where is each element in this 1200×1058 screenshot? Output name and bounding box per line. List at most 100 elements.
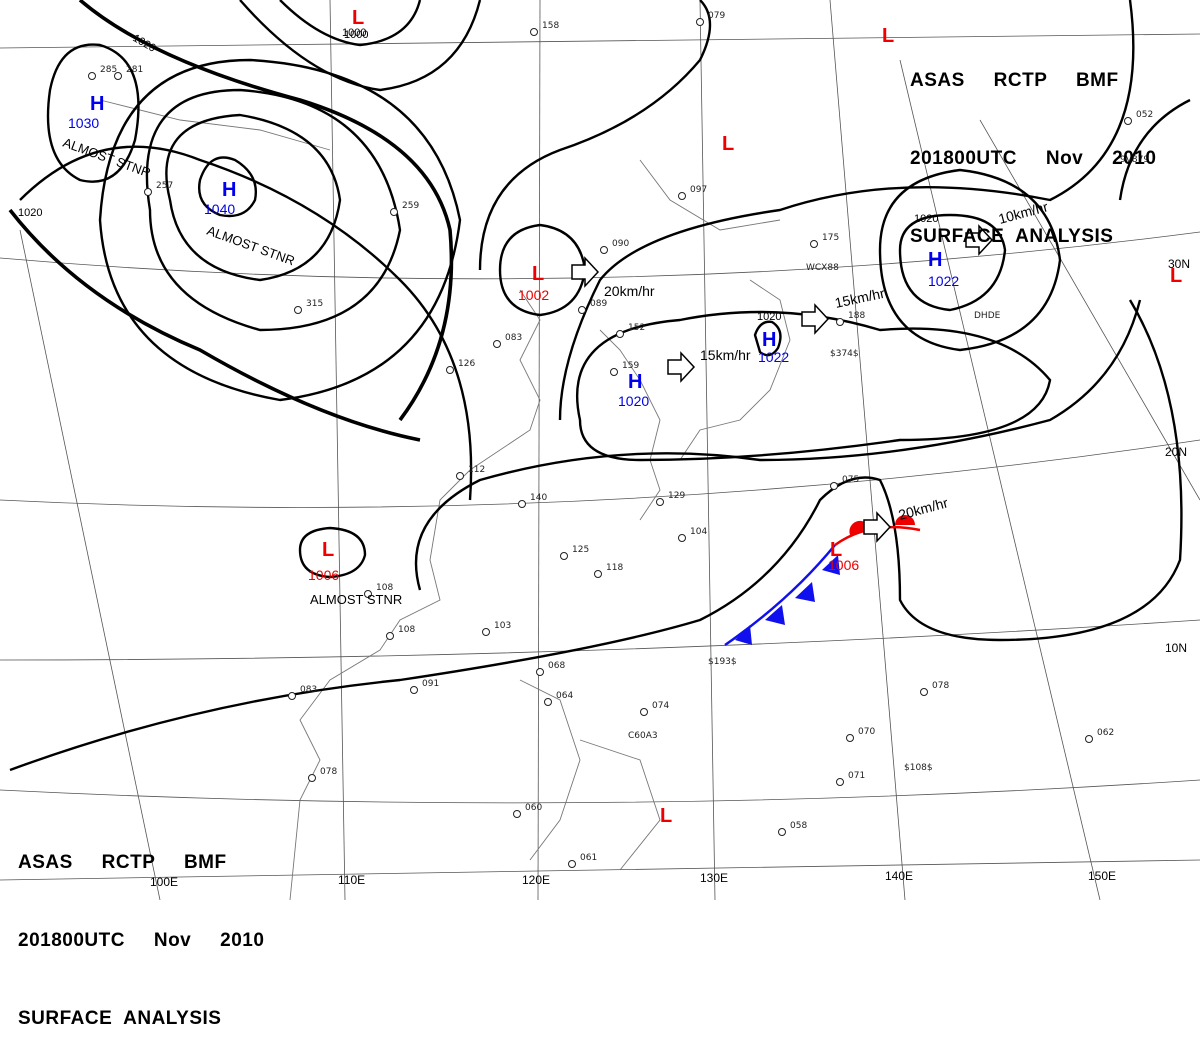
station-code: $108$ [904,763,933,773]
pressure-center-l7: L [660,805,672,827]
station-pressure: 152 [628,323,645,333]
station-marker [846,734,854,742]
station-pressure: 070 [858,727,875,737]
station-marker [308,774,316,782]
movement-speed: 15km/hr [700,347,751,363]
station-marker [1085,735,1093,743]
station-marker [544,698,552,706]
pressure-value: 1022 [928,273,959,289]
low-symbol: L [830,539,842,561]
station-pressure: 129 [668,491,685,501]
high-symbol: H [628,371,642,393]
station-marker [616,330,624,338]
pressure-center-l1: L 1000 [344,7,368,41]
station-pressure: 083 [505,333,522,343]
station-pressure: 159 [622,361,639,371]
pressure-center-l8: L [1170,265,1182,287]
movement-note: ALMOST STNR [205,223,297,269]
station-marker [568,860,576,868]
lon-label-120e: 120E [522,873,550,887]
lon-label-110e: 110E [338,873,365,887]
movement-arrows [571,224,994,543]
station-pressure: 078 [932,681,949,691]
pressure-center-l5: L 1006 [828,539,859,573]
station-pressure: 158 [542,21,559,31]
station-pressure: 060 [525,803,542,813]
low-symbol: L [322,539,334,561]
station-marker [390,208,398,216]
station-pressure: 285 [100,65,117,75]
header-bottom-line1: ASAS RCTP BMF [18,852,227,873]
isobars [8,0,1191,772]
station-marker [610,368,618,376]
station-pressure: 064 [556,691,573,701]
station-marker [678,192,686,200]
station-code: $374$ [830,349,859,359]
high-symbol: H [222,179,236,201]
header-top-line1: ASAS RCTP BMF [910,70,1119,91]
pressure-value: 1000 [344,29,368,41]
station-pressure: 108 [398,625,415,635]
lat-label-10n: 10N [1165,641,1187,655]
pressure-value: 1002 [518,287,549,303]
station-pressure: 090 [612,239,629,249]
station-pressure: 125 [572,545,589,555]
station-marker [410,686,418,694]
station-marker [696,18,704,26]
station-pressure: 103 [494,621,511,631]
station-marker [386,632,394,640]
coastlines [99,99,791,901]
station-pressure: 140 [530,493,547,503]
isobar-label: 1020 [914,213,938,225]
lat-label-30n: 30N [1168,257,1190,271]
station-pressure: 108 [376,583,393,593]
movement-note: ALMOST STNR [310,592,402,607]
pressure-center-l4: L 1006 ALMOST STNR [308,539,402,607]
station-marker [288,692,296,700]
station-pressure: 091 [422,679,439,689]
lon-label-100e: 100E [150,875,178,889]
low-symbol: L [660,805,672,827]
header-bottom-line2: 201800UTC Nov 2010 [18,930,265,951]
header-top-line3: SURFACE ANALYSIS [910,226,1114,247]
station-pressure: 259 [402,201,419,211]
station-marker [778,828,786,836]
surface-analysis-map: 090 152 083 126 112 140 125 118 103 108 091 083 078 0… [0,0,1200,901]
movement-speed: 15km/hr [833,285,886,311]
station-marker [640,708,648,716]
station-marker [600,246,608,254]
station-pressure: 112 [468,465,485,475]
header-top: ASAS RCTP BMF 201800UTC Nov 2010 SURFACE… [910,16,1156,276]
station-marker [1124,117,1132,125]
high-symbol: H [928,249,942,271]
pressure-value: 1006 [308,567,339,583]
low-symbol: L [1170,265,1182,287]
isobar-label: 1020 [18,207,42,219]
station-code: WCX88 [806,263,839,273]
station-code: C60A3 [628,731,658,741]
graticule [0,0,1200,901]
station-marker [482,628,490,636]
station-marker [456,472,464,480]
station-pressure: 118 [606,563,623,573]
station-marker [830,482,838,490]
station-marker [836,778,844,786]
pressure-value: 1040 [204,201,235,217]
station-pressure: 058 [790,821,807,831]
low-symbol: L [722,133,734,155]
pressure-center-l3: L [882,25,894,47]
pressure-center-h5: H 1022 [928,249,959,289]
high-symbol: H [90,93,104,115]
station-marker [88,72,96,80]
station-marker [364,590,372,598]
station-pressure: 062 [1097,728,1114,738]
cold-front [724,544,840,647]
station-marker [656,498,664,506]
station-pressure: 052 [1136,110,1153,120]
low-symbol: L [882,25,894,47]
station-code: 9V879 [1120,155,1149,165]
station-pressure: 079 [708,11,725,21]
station-pressure: 104 [690,527,707,537]
station-marker [594,570,602,578]
station-pressure: 281 [126,65,143,75]
